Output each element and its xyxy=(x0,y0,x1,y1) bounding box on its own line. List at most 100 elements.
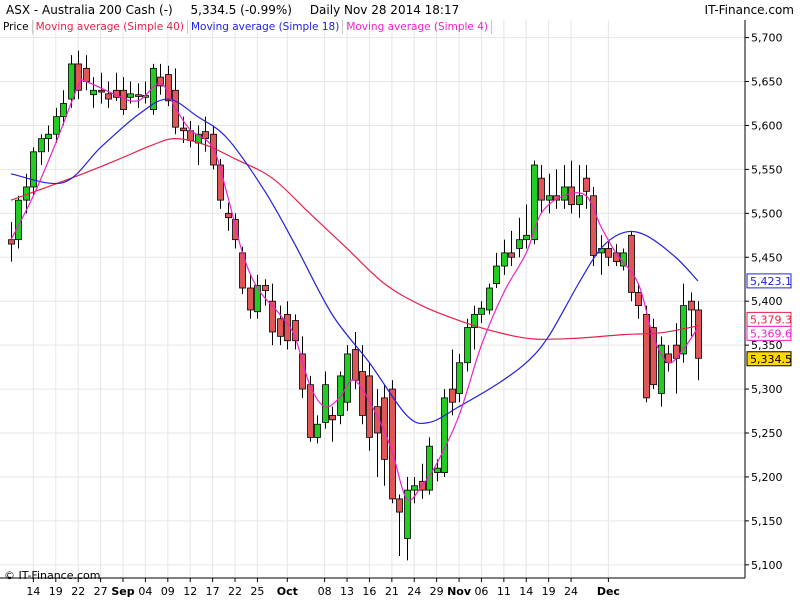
y-tick-label: 5,150 xyxy=(751,515,783,528)
y-tick-label: 5,700 xyxy=(751,32,783,45)
candle-body xyxy=(105,93,112,100)
candle-body xyxy=(150,67,157,111)
x-tick-label: 11 xyxy=(497,585,511,598)
period-datetime: Daily Nov 28 2014 18:17 xyxy=(309,3,460,17)
y-tick-label: 5,600 xyxy=(751,119,783,132)
legend-ma40[interactable]: Moving average (Simple 40) xyxy=(33,20,188,34)
x-tick-label: 17 xyxy=(206,585,220,598)
chart-header: ASX - Australia 200 Cash (-) 5,334.5 (-0… xyxy=(0,0,800,20)
x-tick-label: 04 xyxy=(138,585,152,598)
candle-body xyxy=(493,265,500,285)
legend-price[interactable]: Price xyxy=(0,20,33,34)
x-tick-label: 22 xyxy=(228,585,242,598)
y-tick-label: 5,500 xyxy=(751,207,783,220)
y-tick-label: 5,450 xyxy=(751,251,783,264)
candle-body xyxy=(523,234,530,241)
candle-body xyxy=(404,489,411,539)
candle-body xyxy=(538,177,545,201)
candle-body xyxy=(337,375,344,416)
candle-body xyxy=(352,349,359,381)
candle-body xyxy=(568,186,575,205)
y-tick-label: 5,550 xyxy=(751,163,783,176)
value-badge-label: 5,334.5 xyxy=(750,353,792,366)
x-tick-label: 14 xyxy=(26,585,40,598)
candle-body xyxy=(127,93,134,98)
x-tick-label: Oct xyxy=(277,585,298,598)
x-tick-label: 19 xyxy=(49,585,63,598)
candle-body xyxy=(254,284,261,313)
candle-body xyxy=(30,151,37,188)
candle-body xyxy=(628,234,635,293)
y-tick-label: 5,100 xyxy=(751,559,783,572)
x-tick-label: Sep xyxy=(111,585,134,598)
candle-body xyxy=(441,397,448,473)
x-tick-label: 16 xyxy=(362,585,376,598)
candle-body xyxy=(202,131,209,140)
candle-body xyxy=(508,252,515,258)
candle-body xyxy=(396,498,403,513)
candle-body xyxy=(658,344,665,394)
x-tick-label: 13 xyxy=(340,585,354,598)
x-tick-label: 19 xyxy=(542,585,556,598)
candle-body xyxy=(299,353,306,390)
candle-body xyxy=(262,284,269,292)
value-badge xyxy=(746,325,792,341)
candle-body xyxy=(561,186,568,201)
value-badge xyxy=(746,273,792,289)
header-info: ASX - Australia 200 Cash (-) 5,334.5 (-0… xyxy=(6,3,473,17)
candle-body xyxy=(411,485,418,491)
brand-label: IT-Finance.com xyxy=(704,3,794,17)
candle-body xyxy=(68,63,75,100)
ma18-line xyxy=(10,98,699,425)
candle-body xyxy=(449,388,456,403)
legend-ma18[interactable]: Moving average (Simple 18) xyxy=(188,20,344,34)
candle-body xyxy=(516,239,523,249)
candle-body xyxy=(531,164,538,241)
candle-body xyxy=(635,292,642,306)
candle-body xyxy=(45,133,52,140)
copyright: © IT-Finance.com xyxy=(4,569,101,582)
candle-body xyxy=(426,445,433,491)
last-price: 5,334.5 (-0.99%) xyxy=(190,3,292,17)
candle-body xyxy=(314,423,321,438)
x-tick-label: 22 xyxy=(71,585,85,598)
y-tick-label: 5,250 xyxy=(751,427,783,440)
candle-body xyxy=(307,384,314,438)
candle-body xyxy=(374,406,381,434)
candle-body xyxy=(15,199,22,241)
candle-body xyxy=(225,212,232,219)
candle-body xyxy=(329,415,336,421)
candle-body xyxy=(546,195,553,201)
candle-body xyxy=(322,384,329,423)
ma40-line xyxy=(10,138,699,340)
x-tick-label: 12 xyxy=(183,585,197,598)
value-badge-label: 5,369.6 xyxy=(750,327,792,340)
x-tick-label: 14 xyxy=(519,585,533,598)
candle-body xyxy=(83,67,90,82)
candle-body xyxy=(583,177,590,192)
candle-body xyxy=(75,63,82,91)
symbol-title: ASX - Australia 200 Cash (-) xyxy=(6,3,173,17)
value-badge-label: 5,423.1 xyxy=(750,275,792,288)
candle-body xyxy=(695,309,702,359)
candle-body xyxy=(381,397,388,460)
x-tick-label: 29 xyxy=(430,585,444,598)
candle-body xyxy=(576,195,583,205)
value-badge-label: 5,379.3 xyxy=(750,313,792,326)
x-tick-label: 24 xyxy=(407,585,421,598)
legend-ma4[interactable]: Moving average (Simple 4) xyxy=(343,20,492,34)
candle-body xyxy=(366,375,373,438)
candle-body xyxy=(120,89,127,111)
x-tick-label: 08 xyxy=(318,585,332,598)
y-tick-label: 5,400 xyxy=(751,295,783,308)
candle-body xyxy=(486,287,493,311)
candle-body xyxy=(419,480,426,491)
candle-body xyxy=(464,327,471,364)
legend-bar: Price Moving average (Simple 40) Moving av… xyxy=(0,20,492,34)
candle-body xyxy=(157,76,164,87)
x-tick-label: 24 xyxy=(564,585,578,598)
candle-body xyxy=(673,344,680,359)
value-badge xyxy=(746,351,792,367)
candle-body xyxy=(247,287,254,311)
